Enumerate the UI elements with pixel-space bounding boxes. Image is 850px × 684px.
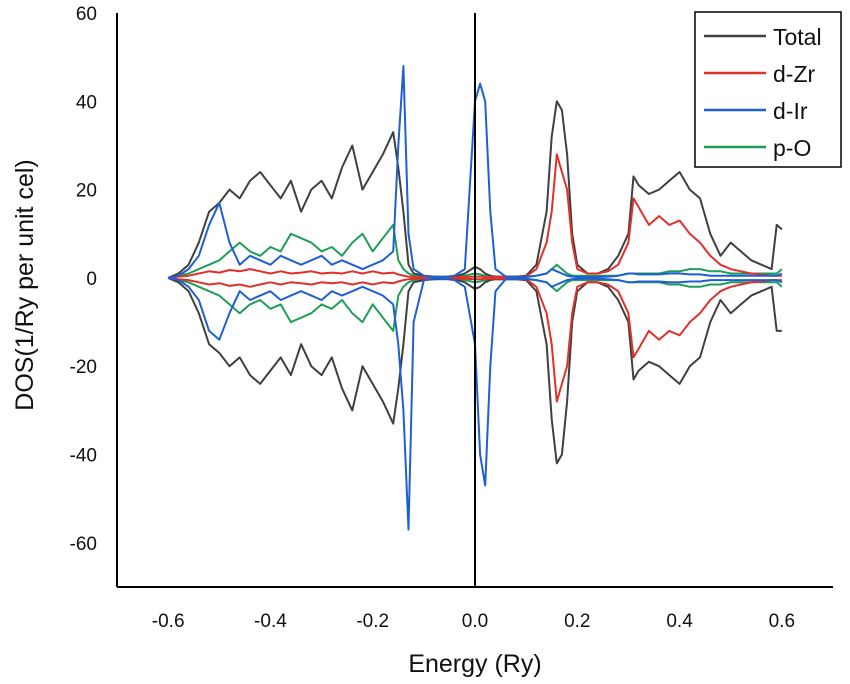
y-tick-label: -20	[70, 357, 97, 378]
series-line-d-ir-down	[167, 276, 783, 531]
series-line-d-zr-up	[167, 153, 782, 279]
y-tick-label: 60	[76, 4, 97, 25]
y-tick-label: -60	[70, 534, 97, 555]
x-tick-label: 0.4	[666, 611, 693, 632]
x-tick-label: 0.2	[564, 611, 590, 632]
series-line-total-up	[167, 100, 783, 279]
legend-entry: p-O	[773, 135, 811, 161]
y-tick-labels: -60 -40 -20 0 20 40 60	[70, 4, 97, 555]
y-tick-label: 40	[76, 92, 97, 113]
x-tick-label: -0.2	[356, 611, 389, 632]
x-tick-labels: -0.6 -0.4 -0.2 0.0 0.2 0.4 0.6	[152, 611, 795, 632]
legend-entry: d-Zr	[773, 61, 816, 87]
legend-entry: Total	[773, 24, 822, 50]
legend-box	[694, 11, 842, 168]
legend: Total d-Zr d-Ir p-O	[694, 11, 842, 168]
y-tick-label: -40	[70, 446, 97, 467]
x-tick-label: 0.6	[769, 611, 795, 632]
series-line-total-down	[167, 276, 782, 465]
x-tick-label: 0.0	[462, 611, 488, 632]
x-tick-label: -0.6	[152, 611, 185, 632]
y-tick-label: 20	[76, 181, 97, 202]
legend-entry: d-Ir	[773, 98, 808, 124]
series-layer	[167, 65, 783, 531]
x-tick-label: -0.4	[254, 611, 287, 632]
y-axis-label: DOS(1/Ry per unit cel)	[11, 159, 39, 410]
legend-items: Total d-Zr d-Ir p-O	[704, 24, 822, 161]
x-axis-label: Energy (Ry)	[408, 650, 541, 678]
series-line-d-ir-up	[167, 65, 783, 279]
series-line-d-zr-down	[167, 276, 782, 403]
y-tick-label: 0	[86, 269, 97, 290]
